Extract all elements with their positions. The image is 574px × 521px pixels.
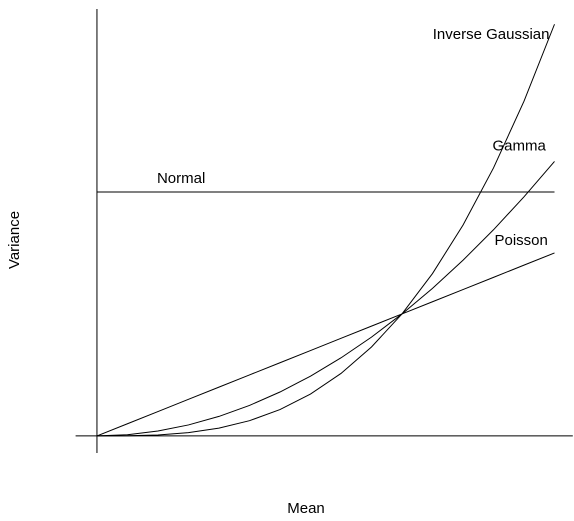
x-axis-title: Mean	[287, 500, 325, 517]
series-line	[96, 252, 555, 437]
series-label: Poisson	[494, 232, 547, 249]
series-line	[96, 24, 555, 437]
series-line	[96, 161, 555, 437]
series-label: Inverse Gaussian	[433, 26, 550, 43]
series-label: Normal	[157, 170, 205, 187]
y-axis-title: Variance	[6, 211, 23, 269]
